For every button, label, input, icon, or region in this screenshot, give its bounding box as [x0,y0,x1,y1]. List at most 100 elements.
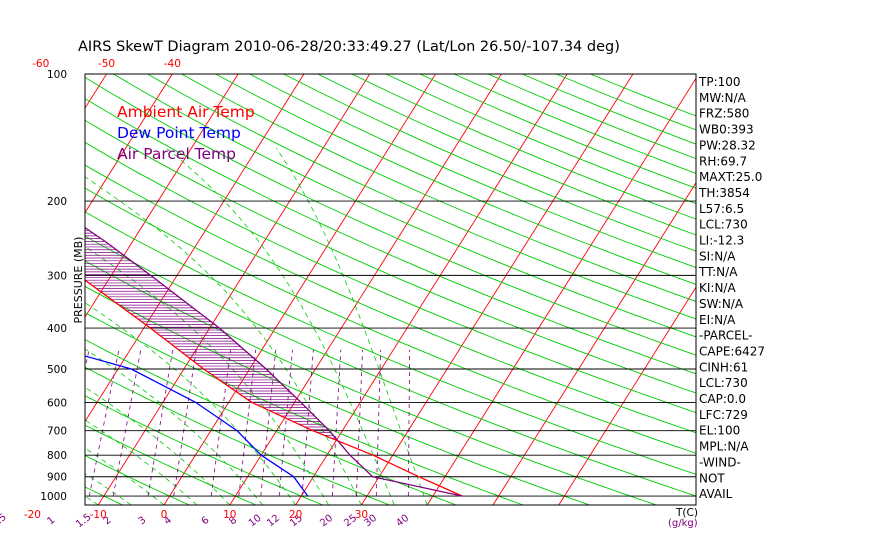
pressure-tick-label: 600 [47,397,67,409]
dry-adiabat-line [85,76,696,356]
isotherm-line [361,74,634,505]
stat-readout: FRZ:580 [699,107,749,121]
dry-adiabat-line [351,74,696,220]
stat-readout: TT:N/A [698,265,738,279]
stat-readout: -WIND- [699,455,741,469]
mixing-ratio-line [112,349,142,497]
mixing-ratio-label: 40 [394,513,411,530]
pressure-tick-label: 700 [47,426,67,438]
stat-readout: EI:N/A [699,313,736,327]
dry-adiabat-line [385,74,696,205]
temp-tick-label-top: -40 [164,58,181,70]
mixing-ratio-unit: (g/kg) [668,518,698,529]
stat-readout: MAXT:25.0 [699,170,762,184]
dry-adiabat-line [85,119,696,394]
dry-adiabat-line [85,141,696,414]
mixing-ratio-line [260,349,277,497]
pressure-tick-label: 900 [47,472,67,484]
dry-adiabat-line [85,211,696,475]
dry-adiabat-line [419,74,696,189]
mixing-ratio-label: 8 [227,515,239,528]
isotherm-line [295,74,568,505]
stat-readout: AVAIL [699,487,733,501]
mixing-ratio-line [147,349,174,497]
mixing-ratio-line [331,349,342,497]
stat-readout: MW:N/A [699,91,747,105]
dry-adiabat-line [113,74,696,338]
isotherm-line [492,181,696,505]
dry-adiabat-line [147,74,696,320]
moist-adiabat-line [275,148,428,505]
pressure-tick-label: 400 [47,323,67,335]
mixing-ratio-label: 20 [318,513,335,530]
moist-adiabat-line [85,386,231,505]
ambient-temp-line [85,279,463,497]
dry-adiabat-line [317,74,696,236]
mixing-ratio-line [278,349,293,497]
stat-readout: WB0:393 [699,123,754,137]
temp-tick-label-top: -60 [32,58,49,70]
mixing-ratio-label: 12 [265,513,282,530]
dry-adiabat-line [85,312,524,505]
dry-adiabat-line [85,235,696,497]
stat-readout: -PARCEL- [699,329,753,343]
isotherm-line [426,77,696,505]
series-layer [85,226,463,497]
grid-lines [0,74,696,505]
stat-readout: SI:N/A [699,249,736,263]
isotherm-line [229,74,502,505]
moist-adiabat-line [85,419,198,505]
dry-adiabat-line [85,164,696,434]
dry-adiabat-line [85,260,657,505]
legend-entry: Ambient Air Temp [117,103,255,121]
stat-readout: CAP:0.0 [699,392,746,406]
mixing-ratio-label: 0.5 [0,512,9,530]
mixing-ratio-line [5,350,41,496]
mixing-ratio-label: 10 [247,513,264,530]
dry-adiabat-line [85,395,323,505]
mixing-ratio-label: 3 [137,515,149,528]
mixing-ratio-line [375,349,382,497]
temp-tick-label-bottom: -10 [90,509,107,521]
stat-readout: TH:3854 [698,186,750,200]
stat-readout: LFC:729 [699,408,748,422]
stat-readout: KI:N/A [699,281,736,295]
plot-frame [84,73,697,506]
dry-adiabat-line [85,366,390,505]
pressure-tick-label: 500 [47,364,67,376]
temp-tick-label-top: -50 [98,58,115,70]
temp-tick-label-bottom: 0 [161,509,168,521]
dry-adiabat-line [215,74,696,285]
pressure-tick-label: 800 [47,450,67,462]
mixing-ratio-line [88,349,120,497]
isotherm-line [0,74,41,505]
temp-tick-label-bottom: 30 [355,509,368,521]
mixing-ratio-label: 4 [162,515,174,528]
legend-entry: Air Parcel Temp [117,145,236,163]
stat-readout: TP:100 [698,75,741,89]
stat-readout: LCL:730 [699,376,748,390]
mixing-ratio-line [355,349,364,497]
legend-entry: Dew Point Temp [117,124,241,142]
mixing-ratio-label: 1 [45,515,57,528]
dry-adiabat-line [85,339,457,505]
legend: Ambient Air Temp Dew Point Temp Air Parcel… [117,103,255,163]
axis-labels: 0.10.20.511.52346810121520253040(g/kg)10… [0,58,698,530]
mixing-ratio-line [173,349,197,497]
pressure-tick-label: 200 [47,196,67,208]
y-axis-label: PRESSURE (MB) [72,237,85,324]
temp-tick-label-bottom: 20 [289,509,302,521]
dry-adiabat-line [0,74,56,505]
stat-readout: L57:6.5 [699,202,744,216]
dry-adiabat-line [181,74,696,302]
isotherm-line [558,286,696,505]
dry-adiabat-line [85,98,696,375]
stat-readout: CAPE:6427 [699,344,765,358]
isotherm-line [85,74,239,318]
dry-adiabat-line [85,285,590,505]
stat-readout: PW:28.32 [699,138,756,152]
isotherm-line [85,74,173,214]
temp-tick-label-bottom: -20 [24,509,41,521]
dry-adiabat-line [85,486,123,505]
